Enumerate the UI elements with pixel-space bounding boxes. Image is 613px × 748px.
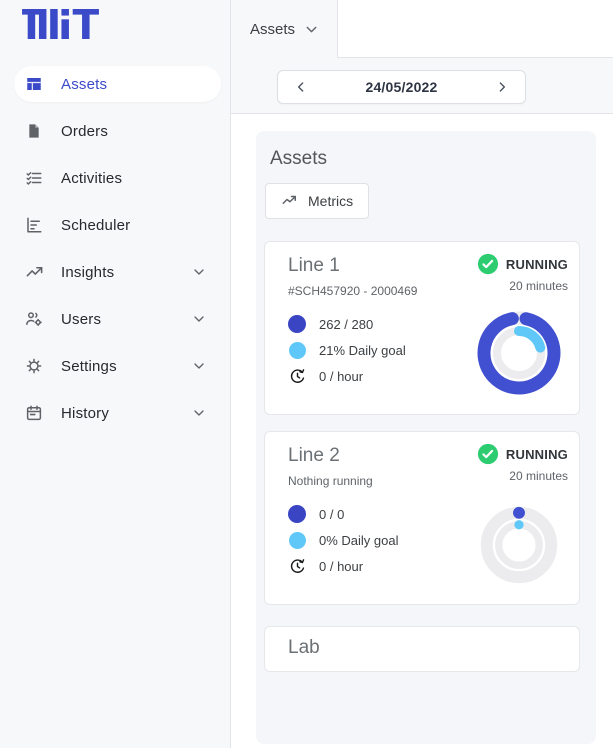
- status-badge: RUNNING 20 minutes: [477, 443, 568, 483]
- check-circle-icon: [477, 443, 499, 465]
- sidebar-item-label: History: [61, 404, 110, 422]
- asset-card-lab[interactable]: Lab: [264, 626, 580, 672]
- stat-rate: 0 / hour: [288, 553, 568, 579]
- tillit-logo-icon: [22, 9, 99, 39]
- stat-daily-goal: 0% Daily goal: [288, 527, 568, 553]
- chevron-down-icon: [191, 358, 207, 374]
- stat-produced: 0 / 0: [288, 501, 568, 527]
- status-duration: 20 minutes: [509, 279, 568, 293]
- sidebar-item-history[interactable]: History: [14, 395, 221, 431]
- brand-logo: [0, 0, 230, 66]
- update-clock-icon: [289, 558, 306, 575]
- content-area: Assets Metrics Line 1 #SCH457920 - 20004…: [231, 114, 613, 748]
- chevron-down-icon: [303, 21, 320, 38]
- sidebar-item-label: Users: [61, 310, 102, 328]
- metrics-icon: [281, 192, 299, 210]
- sidebar-item-assets[interactable]: Assets: [14, 66, 221, 102]
- asset-card-line-2[interactable]: Line 2 Nothing running RUNNING 20 minute…: [264, 431, 580, 605]
- date-navigator: 24/05/2022: [277, 70, 526, 104]
- stat-label: 0% Daily goal: [319, 532, 399, 548]
- sidebar-item-insights[interactable]: Insights: [14, 254, 221, 290]
- sidebar-item-activities[interactable]: Activities: [14, 160, 221, 196]
- gantt-icon: [24, 215, 44, 235]
- sidebar-nav: Assets Orders Activities: [0, 66, 230, 431]
- sidebar-item-scheduler[interactable]: Scheduler: [14, 207, 221, 243]
- stat-produced: 262 / 280: [288, 311, 568, 337]
- primary-dot-icon: [288, 315, 306, 333]
- stat-label: 262 / 280: [319, 316, 374, 332]
- status-duration: 20 minutes: [509, 469, 568, 483]
- top-band: Assets 24/05/2022: [231, 0, 613, 114]
- update-clock-icon: [289, 368, 306, 385]
- tab-bar-spacer: [337, 0, 613, 58]
- asset-stats: 262 / 280 21% Daily goal: [288, 311, 568, 389]
- check-circle-icon: [477, 253, 499, 275]
- users-gear-icon: [24, 309, 44, 329]
- secondary-dot-icon: [289, 531, 306, 549]
- asset-card-line-1[interactable]: Line 1 #SCH457920 - 2000469 RUNNING 20 m…: [264, 241, 580, 415]
- status-text: RUNNING: [505, 256, 568, 272]
- next-day-button[interactable]: [493, 78, 511, 96]
- calendar-icon: [24, 403, 44, 423]
- main-area: Assets 24/05/2022: [231, 0, 613, 748]
- panel-title: Assets: [270, 148, 328, 169]
- assets-panel: Assets Metrics Line 1 #SCH457920 - 20004…: [256, 131, 596, 744]
- stat-label: 0 / 0: [319, 506, 345, 522]
- trending-icon: [24, 262, 44, 282]
- previous-day-button[interactable]: [292, 78, 310, 96]
- metrics-button-label: Metrics: [308, 193, 354, 209]
- stat-label: 21% Daily goal: [319, 342, 406, 358]
- checklist-icon: [24, 168, 44, 188]
- sidebar-item-label: Activities: [61, 169, 123, 187]
- document-icon: [24, 121, 44, 141]
- stat-rate: 0 / hour: [288, 363, 568, 389]
- chevron-down-icon: [191, 311, 207, 327]
- tab-assets[interactable]: Assets: [231, 0, 337, 58]
- sidebar-item-users[interactable]: Users: [14, 301, 221, 337]
- secondary-dot-icon: [289, 341, 306, 359]
- sidebar-item-label: Orders: [61, 122, 109, 140]
- asset-subtitle: #SCH457920 - 2000469: [288, 284, 418, 298]
- date-bar: 24/05/2022: [231, 58, 613, 114]
- asset-title: Line 2: [288, 445, 340, 466]
- tab-bar: Assets: [231, 0, 613, 58]
- tab-label: Assets: [250, 20, 296, 38]
- asset-donut-chart: [477, 311, 561, 395]
- asset-title: Line 1: [288, 255, 340, 276]
- primary-dot-icon: [288, 505, 306, 523]
- gear-icon: [24, 356, 44, 376]
- asset-donut-chart: [480, 506, 558, 584]
- chevron-down-icon: [191, 264, 207, 280]
- sidebar-item-label: Settings: [61, 357, 117, 375]
- stat-daily-goal: 21% Daily goal: [288, 337, 568, 363]
- dashboard-icon: [24, 74, 44, 94]
- sidebar-item-orders[interactable]: Orders: [14, 113, 221, 149]
- sidebar: Assets Orders Activities: [0, 0, 231, 748]
- asset-stats: 0 / 0 0% Daily goal: [288, 501, 568, 579]
- sidebar-item-label: Assets: [61, 75, 108, 93]
- stat-label: 0 / hour: [319, 368, 364, 384]
- status-text: RUNNING: [505, 446, 568, 462]
- chevron-down-icon: [191, 405, 207, 421]
- asset-title: Lab: [288, 637, 320, 658]
- asset-subtitle: Nothing running: [288, 474, 373, 488]
- metrics-button[interactable]: Metrics: [265, 183, 370, 219]
- sidebar-item-label: Insights: [61, 263, 115, 281]
- sidebar-item-settings[interactable]: Settings: [14, 348, 221, 384]
- selected-date: 24/05/2022: [365, 79, 438, 95]
- stat-label: 0 / hour: [319, 558, 364, 574]
- status-badge: RUNNING 20 minutes: [477, 253, 568, 293]
- sidebar-item-label: Scheduler: [61, 216, 131, 234]
